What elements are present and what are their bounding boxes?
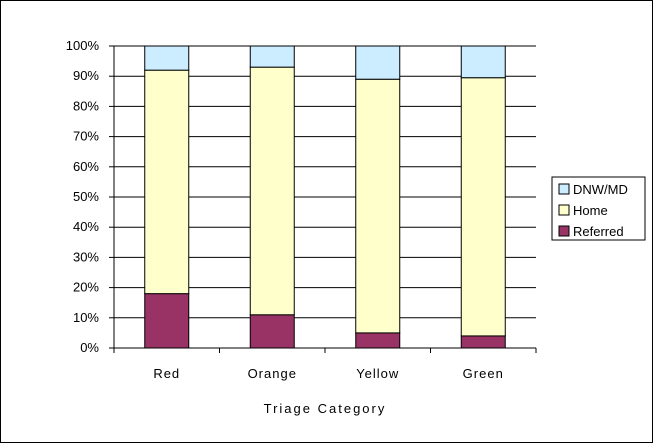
- x-category-label: Green: [463, 366, 504, 381]
- legend: DNW/MD Home Referred: [551, 176, 646, 241]
- y-tick-label: 80%: [73, 98, 99, 113]
- bar-segment-dnw-md: [460, 45, 506, 79]
- legend-label: DNW/MD: [573, 182, 628, 197]
- x-category-label: Red: [153, 366, 180, 381]
- y-tick-label: 100%: [66, 38, 100, 53]
- legend-label: Referred: [573, 224, 624, 239]
- bar-segment-dnw-md: [355, 45, 401, 80]
- y-tick-label: 50%: [73, 189, 99, 204]
- bar-segment-referred: [144, 293, 190, 349]
- y-tick-label: 60%: [73, 159, 99, 174]
- y-tick-label: 90%: [73, 68, 99, 83]
- x-category-label: Orange: [248, 366, 297, 381]
- legend-swatch-referred: [558, 225, 570, 237]
- y-tick-label: 70%: [73, 129, 99, 144]
- y-tick-label: 20%: [73, 280, 99, 295]
- x-category-label: Yellow: [356, 366, 399, 381]
- y-tick-label: 40%: [73, 219, 99, 234]
- bar-segment-referred: [249, 314, 295, 349]
- bar-segment-home: [249, 66, 295, 316]
- y-tick-label: 10%: [73, 310, 99, 325]
- bar-segment-dnw-md: [144, 45, 190, 71]
- bar-layer: [144, 45, 506, 349]
- bar-segment-referred: [460, 335, 506, 349]
- bar-segment-home: [355, 78, 401, 334]
- bar-segment-home: [144, 69, 190, 295]
- legend-label: Home: [573, 203, 608, 218]
- legend-swatch-dnw-md: [558, 183, 570, 195]
- legend-swatch-home: [558, 204, 570, 216]
- bar-segment-dnw-md: [249, 45, 295, 68]
- x-axis-title: Triage Category: [264, 401, 387, 416]
- y-tick-label: 30%: [73, 249, 99, 264]
- y-tick-label: 0%: [80, 340, 99, 355]
- bar-segment-home: [460, 77, 506, 337]
- axes: 0% 10% 20% 30% 40% 50% 60% 70% 80% 90% 100% Red Oran…: [66, 38, 537, 416]
- bar-segment-referred: [355, 332, 401, 349]
